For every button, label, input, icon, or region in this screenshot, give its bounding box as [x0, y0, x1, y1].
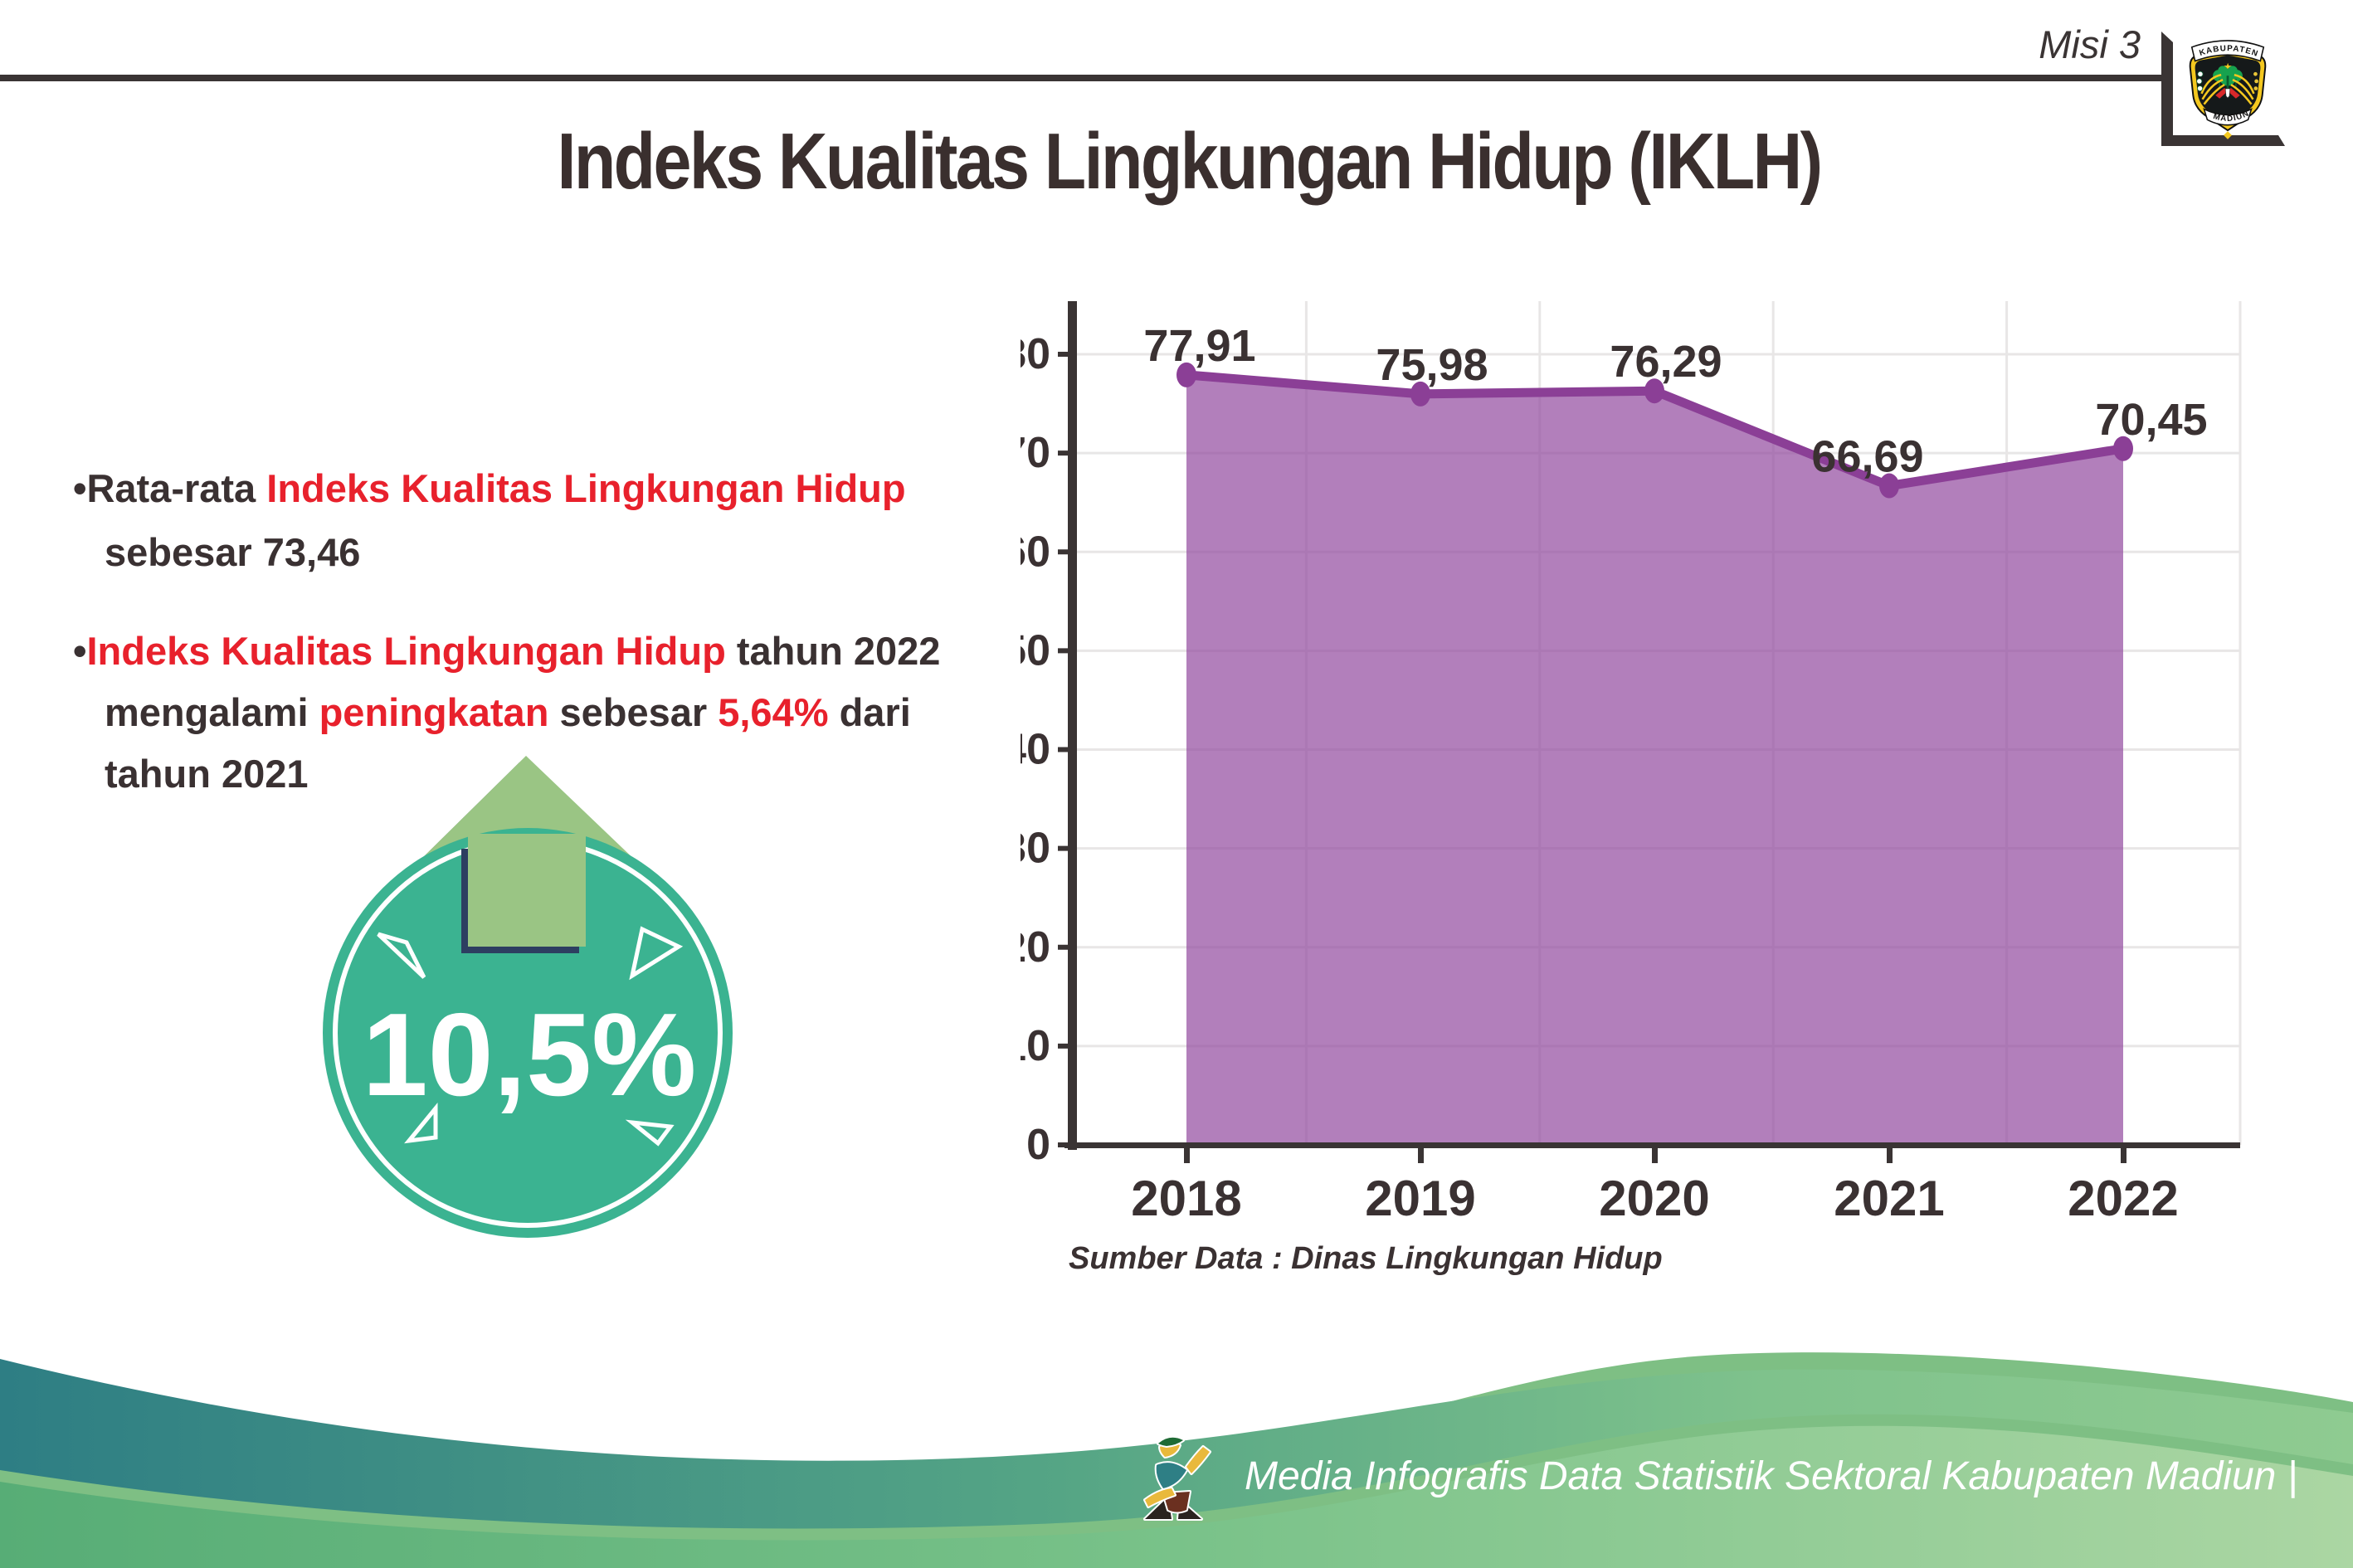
- x-tick-label: 2022: [2068, 1171, 2178, 1226]
- y-tick-label: 50: [1021, 626, 1050, 674]
- y-tick: [1058, 1043, 1068, 1049]
- bullet-increase-iklh: •Indeks Kualitas Lingkungan Hidup tahun …: [73, 621, 1019, 805]
- y-tick: [1058, 747, 1068, 752]
- x-tick-label: 2020: [1599, 1171, 1709, 1226]
- logo-corner-bracket: [2161, 32, 2285, 146]
- mascot-icon: [1143, 1435, 1211, 1521]
- y-axis: [1068, 301, 1077, 1150]
- bullet-line: sebesar 73,46: [105, 530, 361, 574]
- y-tick: [1058, 352, 1068, 357]
- bullet-line: •Rata-rata Indeks Kualitas Lingkungan Hi…: [73, 466, 906, 510]
- y-tick: [1058, 944, 1068, 950]
- y-tick-label: 20: [1021, 923, 1050, 971]
- badge-circle: [323, 828, 733, 1238]
- y-tick: [1058, 1142, 1068, 1147]
- footer-credit: Media Infografis Data Statistik Sektoral…: [1245, 1454, 2298, 1498]
- kabupaten-madiun-crest-icon: KABUPATEN ★ MADIUN: [2189, 40, 2267, 139]
- x-tick-label: 2021: [1834, 1171, 1944, 1226]
- data-point: [1879, 473, 1899, 499]
- x-tick-label: 2019: [1365, 1171, 1475, 1226]
- x-tick: [2121, 1148, 2126, 1163]
- bullet-line: tahun 2021: [105, 752, 309, 796]
- x-axis: [1064, 1142, 2240, 1148]
- iklh-area-chart: 77,91 75,98 76,29 66,69 70,45 0 10 20 30 40 50 60 70…: [1021, 301, 2242, 1226]
- page-title: Indeks Kualitas Lingkungan Hidup (IKLH): [557, 117, 1823, 206]
- y-tick-label: 60: [1021, 528, 1050, 576]
- data-label: 70,45: [2095, 395, 2207, 445]
- y-tick: [1058, 845, 1068, 851]
- up-arrow-shaft-icon: [461, 834, 586, 953]
- x-tick: [1652, 1148, 1658, 1163]
- y-tick: [1058, 549, 1068, 555]
- wing-ornaments-icon: [2200, 73, 2255, 105]
- y-tick-label: 0: [1026, 1121, 1050, 1169]
- y-tick: [1058, 450, 1068, 456]
- star-icon: ★: [2224, 61, 2233, 72]
- data-label: 76,29: [1610, 337, 1722, 387]
- area-fill: [1186, 374, 2123, 1146]
- x-tick: [1184, 1148, 1190, 1163]
- data-point: [1644, 378, 1664, 404]
- y-tick: [1058, 648, 1068, 654]
- banyan-tree-icon: [2213, 66, 2243, 97]
- bullet-line: mengalami peningkatan sebesar 5,64% dari: [105, 690, 911, 734]
- y-tick-label: 70: [1021, 429, 1050, 477]
- cotton-rice-icons: [2196, 71, 2258, 92]
- header-divider: [0, 75, 2164, 81]
- data-point: [2113, 436, 2133, 461]
- x-tick-label: 2018: [1131, 1171, 1241, 1226]
- data-label: 77,91: [1143, 321, 1255, 371]
- sparkle-triangles-icon: [377, 926, 684, 1147]
- bullet-line: •Indeks Kualitas Lingkungan Hidup tahun …: [73, 629, 941, 673]
- chart-source-note: Sumber Data : Dinas Lingkungan Hidup: [1069, 1241, 1663, 1276]
- ribbon-kris-icon: [2215, 87, 2240, 99]
- data-point: [1176, 362, 1196, 387]
- data-label: 66,69: [1811, 432, 1923, 482]
- misi-label: Misi 3: [2039, 22, 2141, 66]
- y-tick-label: 40: [1021, 726, 1050, 774]
- increase-badge: 10,5%: [323, 756, 733, 1238]
- bottom-ornament-icon: [2224, 131, 2232, 139]
- data-label: 75,98: [1376, 340, 1488, 390]
- data-point: [1410, 381, 1430, 407]
- bullet-average-iklh: •Rata-rata Indeks Kualitas Lingkungan Hi…: [73, 456, 1019, 584]
- x-tick: [1887, 1148, 1893, 1163]
- badge-value: 10,5%: [363, 989, 697, 1121]
- y-tick-label: 80: [1021, 330, 1050, 378]
- y-tick-label: 10: [1021, 1022, 1050, 1070]
- x-tick: [1418, 1148, 1424, 1163]
- wave-green-fill: [0, 1425, 2353, 1568]
- y-tick-label: 30: [1021, 825, 1050, 873]
